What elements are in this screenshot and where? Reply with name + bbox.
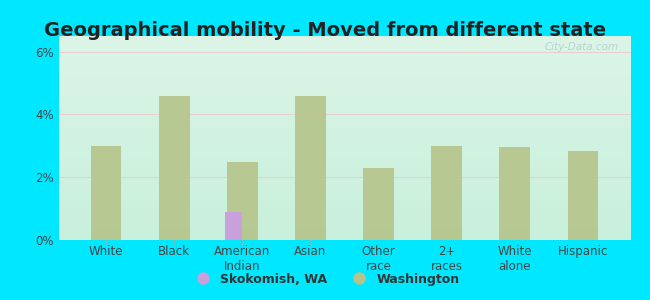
- Bar: [499, 147, 530, 240]
- Bar: [432, 146, 462, 240]
- Text: City-Data.com: City-Data.com: [545, 42, 619, 52]
- Bar: [567, 151, 598, 240]
- Text: Geographical mobility - Moved from different state: Geographical mobility - Moved from diffe…: [44, 21, 606, 40]
- Bar: [363, 168, 394, 240]
- Bar: [225, 212, 242, 240]
- Bar: [159, 96, 190, 240]
- Legend: Skokomish, WA, Washington: Skokomish, WA, Washington: [185, 268, 465, 291]
- Bar: [295, 96, 326, 240]
- Bar: [91, 146, 122, 240]
- Bar: [227, 161, 257, 240]
